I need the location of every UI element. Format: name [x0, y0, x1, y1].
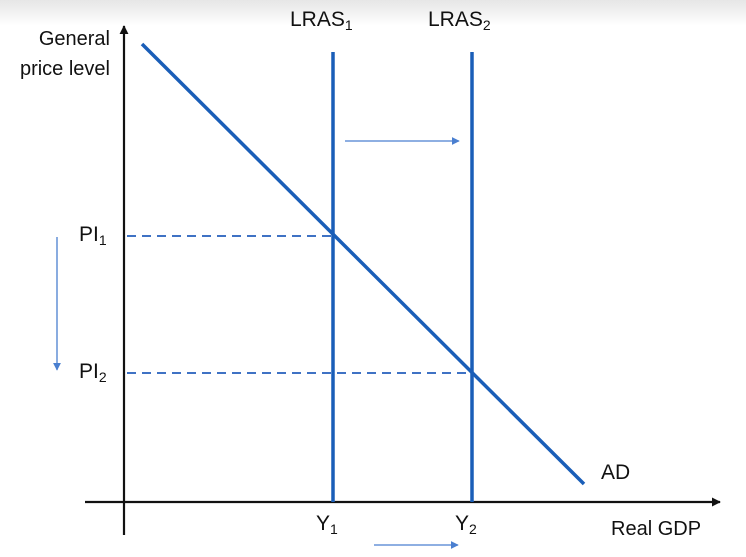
y1-label-base: Y: [316, 512, 331, 535]
y1-label: Y1: [316, 512, 338, 537]
y-axis-label: General price level: [20, 24, 110, 84]
lras2-label: LRAS2: [428, 8, 491, 33]
pl2-label: PI2: [79, 360, 107, 385]
y2-label: Y2: [455, 512, 477, 537]
ad-label: AD: [601, 461, 631, 484]
lras1-label-base: LRAS: [290, 8, 345, 31]
x-axis-label: Real GDP: [611, 518, 702, 540]
y2-label-base: Y: [455, 512, 470, 535]
y-axis-label-line2: price level: [19, 58, 110, 80]
ad-line: [140, 42, 586, 486]
y1-label-sub: 1: [330, 521, 338, 537]
pl2-label-sub: 2: [98, 369, 107, 385]
y2-label-sub: 2: [469, 521, 477, 537]
pl2-label-base: PI: [79, 360, 99, 383]
pl1-label: PI1: [79, 223, 107, 248]
y-axis-label-line1: General: [38, 28, 110, 50]
pl1-label-sub: 1: [98, 232, 107, 248]
lras1-label-sub: 1: [344, 17, 353, 33]
pl1-label-base: PI: [79, 223, 99, 246]
lras1-label: LRAS1: [290, 8, 353, 33]
lras2-label-sub: 2: [482, 17, 491, 33]
lras2-label-base: LRAS: [428, 8, 483, 31]
